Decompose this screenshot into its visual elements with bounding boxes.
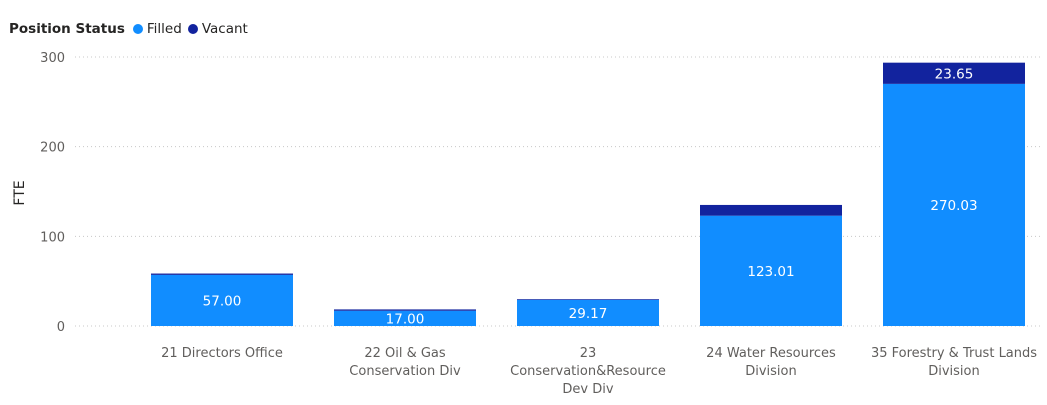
bar-filled[interactable]	[517, 299, 659, 326]
y-axis: 0 100 200 300	[40, 51, 65, 335]
data-label: 29.17	[569, 306, 608, 322]
legend-swatch-filled	[132, 24, 143, 34]
legend-swatch-vacant	[187, 24, 198, 34]
bar-filled[interactable]	[151, 274, 293, 326]
x-axis: 21 Directors Office 22 Oil & Gas Conservat…	[161, 346, 1037, 397]
legend-label-filled: Filled	[146, 21, 182, 37]
legend-item-filled[interactable]: Filled	[132, 21, 182, 37]
bar-filled[interactable]	[883, 83, 1025, 326]
bar-vacant[interactable]	[700, 204, 842, 216]
bar-vacant[interactable]	[517, 299, 659, 300]
bar-vacant[interactable]	[151, 273, 293, 275]
x-tick-label: 21 Directors Office	[161, 346, 283, 361]
legend-label-vacant: Vacant	[201, 21, 248, 37]
bar-vacant[interactable]	[883, 62, 1025, 84]
y-axis-title: FTE	[12, 180, 28, 205]
y-tick-label: 300	[40, 51, 65, 66]
bar-filled[interactable]	[700, 215, 842, 326]
data-label: 23.65	[935, 66, 974, 82]
bars	[151, 62, 1025, 326]
y-tick-label: 200	[40, 141, 65, 156]
data-label: 270.03	[930, 198, 977, 214]
x-tick-label: 24 Water Resources Division	[706, 346, 836, 379]
data-labels: 57.00 17.00 29.17 123.01 270.03 23.65	[203, 66, 978, 327]
x-tick-label: 22 Oil & Gas Conservation Div	[349, 346, 461, 379]
legend-item-vacant[interactable]: Vacant	[187, 21, 248, 37]
data-label: 123.01	[747, 264, 794, 280]
x-tick-label: 23 Conservation&Resource Dev Div	[510, 346, 666, 397]
legend: Position Status Filled Vacant	[9, 21, 254, 37]
bar-filled[interactable]	[334, 310, 476, 326]
y-tick-label: 100	[40, 230, 65, 245]
data-label: 57.00	[203, 293, 242, 309]
bar-vacant[interactable]	[334, 309, 476, 311]
legend-title: Position Status	[9, 21, 125, 37]
x-tick-label: 35 Forestry & Trust Lands Division	[871, 346, 1037, 379]
y-tick-label: 0	[57, 320, 65, 335]
data-label: 17.00	[386, 311, 425, 327]
